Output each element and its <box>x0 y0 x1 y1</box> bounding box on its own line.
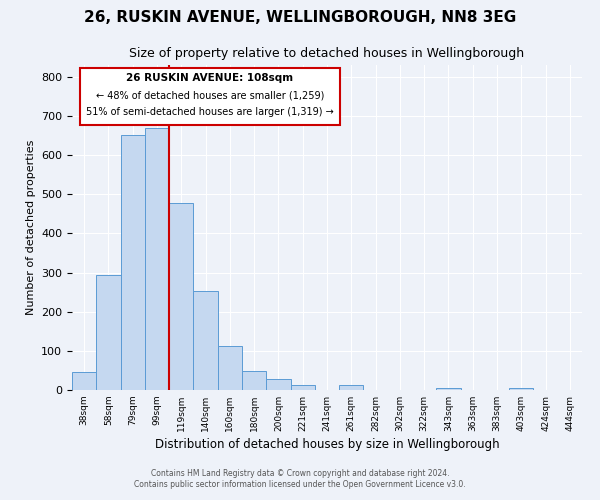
Bar <box>266 379 290 390</box>
Title: Size of property relative to detached houses in Wellingborough: Size of property relative to detached ho… <box>130 46 524 60</box>
FancyBboxPatch shape <box>80 68 340 125</box>
Bar <box>72 372 96 390</box>
Text: ← 48% of detached houses are smaller (1,259): ← 48% of detached houses are smaller (1,… <box>95 90 324 100</box>
Bar <box>218 346 242 390</box>
Y-axis label: Number of detached properties: Number of detached properties <box>26 140 35 315</box>
Text: Contains HM Land Registry data © Crown copyright and database right 2024.: Contains HM Land Registry data © Crown c… <box>151 468 449 477</box>
Text: Contains public sector information licensed under the Open Government Licence v3: Contains public sector information licen… <box>134 480 466 489</box>
Bar <box>290 384 315 390</box>
Text: 51% of semi-detached houses are larger (1,319) →: 51% of semi-detached houses are larger (… <box>86 108 334 117</box>
Bar <box>242 371 266 390</box>
Bar <box>96 276 121 390</box>
Bar <box>509 388 533 390</box>
Bar <box>339 384 364 390</box>
Bar <box>169 203 193 390</box>
Text: 26, RUSKIN AVENUE, WELLINGBOROUGH, NN8 3EG: 26, RUSKIN AVENUE, WELLINGBOROUGH, NN8 3… <box>84 10 516 25</box>
Bar <box>193 291 218 390</box>
Text: 26 RUSKIN AVENUE: 108sqm: 26 RUSKIN AVENUE: 108sqm <box>126 73 293 83</box>
Bar <box>436 388 461 390</box>
Bar <box>121 135 145 390</box>
Bar <box>145 128 169 390</box>
X-axis label: Distribution of detached houses by size in Wellingborough: Distribution of detached houses by size … <box>155 438 499 451</box>
